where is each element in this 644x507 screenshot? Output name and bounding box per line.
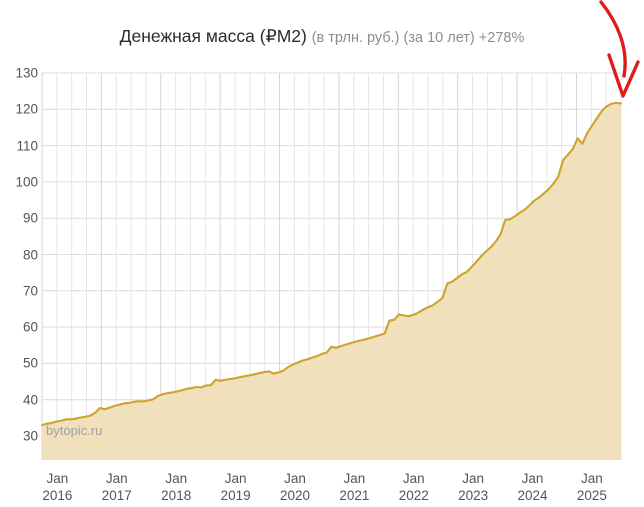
x-axis-tick-year: 2023 [458,488,489,503]
x-axis-tick-year: 2020 [279,488,310,503]
chart-title: Денежная масса (₽M2) (в трлн. руб.) (за … [0,26,644,47]
x-axis-tick-year: 2022 [398,488,429,503]
x-axis-tick-month: Jan [105,471,128,486]
annotation-arrow-head-icon [607,53,640,98]
y-axis-tick-label: 90 [22,210,38,226]
x-axis-tick-month: Jan [581,471,603,486]
x-axis-tick-label: Jan 2020 [263,470,327,504]
chart-title-main: Денежная масса (₽M2) [119,26,307,46]
watermark: bytopic.ru [46,423,103,438]
x-axis-tick-month: Jan [284,471,306,486]
x-axis-tick-year: 2016 [42,488,73,503]
x-axis-tick-label: Jan 2022 [382,470,446,504]
y-axis-tick-label: 30 [22,428,38,444]
x-axis-tick-year: 2025 [576,488,607,503]
x-axis-tick-label: Jan 2017 [85,470,149,504]
x-axis-tick-month: Jan [46,471,69,486]
x-axis-tick-month: Jan [402,471,425,486]
y-axis-tick-label: 110 [16,138,38,154]
x-axis-tick-month: Jan [343,471,366,486]
x-axis-tick-month: Jan [224,471,247,486]
x-axis-tick-label: Jan 2021 [322,470,386,504]
y-axis-tick-label: 80 [22,247,38,262]
x-axis-tick-label: Jan 2025 [560,470,624,504]
chart-title-subtitle: (в трлн. руб.) (за 10 лет) +278% [311,30,525,46]
y-axis-tick-label: 130 [15,65,38,81]
x-axis-tick-year: 2024 [517,488,548,503]
area-fill [42,102,621,461]
x-axis-tick-label: Jan 2024 [501,470,565,504]
y-axis-tick-label: 70 [22,283,38,299]
x-axis-tick-year: 2021 [339,488,370,503]
x-axis-tick-month: Jan [521,471,544,486]
y-axis: 30 40 50 60 70 80 90 100 110 120 130 [0,0,38,507]
x-axis-tick-label: Jan 2016 [25,470,89,504]
x-axis-tick-label: Jan 2019 [204,470,268,504]
y-axis-tick-label: 60 [22,319,38,335]
data-line-m2 [40,101,623,427]
x-axis-tick-year: 2018 [161,488,192,503]
plot-bottom-mask [0,460,644,507]
y-axis-tick-label: 40 [22,392,38,408]
x-axis-tick-month: Jan [462,471,485,486]
x-axis-tick-label: Jan 2018 [144,470,208,504]
x-axis-tick-year: 2019 [220,488,251,503]
x-axis-tick-label: Jan 2023 [441,470,505,504]
y-axis-tick-label: 100 [15,174,38,190]
annotation-arrow-shaft-icon [599,0,627,78]
y-axis-tick-label: 50 [22,355,38,371]
y-axis-tick-label: 120 [15,101,38,117]
x-axis-tick-year: 2017 [101,488,132,503]
x-axis-tick-month: Jan [165,471,188,486]
